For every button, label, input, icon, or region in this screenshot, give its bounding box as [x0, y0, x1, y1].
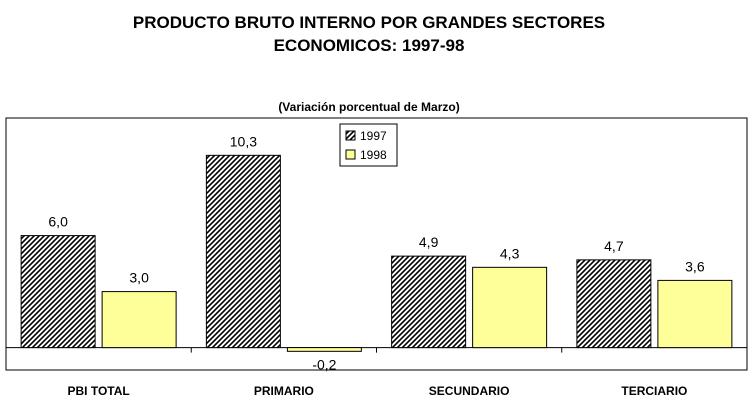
- data-label: 4,3: [500, 245, 520, 261]
- bar-1998-secundario: [472, 266, 548, 349]
- category-label: TERCIARIO: [621, 384, 687, 398]
- chart-title-line-1: PRODUCTO BRUTO INTERNO POR GRANDES SECTO…: [132, 13, 606, 32]
- data-label: 6,0: [48, 214, 68, 230]
- plot-area: [5, 117, 748, 371]
- data-label: 4,7: [604, 238, 624, 254]
- legend-label-1998: 1998: [360, 148, 387, 162]
- category-label: PBI TOTAL: [68, 384, 130, 398]
- bar-1997-secundario: [391, 255, 467, 349]
- legend-swatch-1997: [345, 130, 356, 141]
- category-label: SECUNDARIO: [429, 384, 510, 398]
- legend-swatch-1998: [345, 149, 356, 160]
- bar-1998-terciario: [657, 279, 733, 349]
- chart-subtitle: (Variación porcentual de Marzo): [278, 100, 460, 114]
- data-label: 10,3: [230, 133, 257, 149]
- bar-1997-pbi-total: [20, 235, 96, 349]
- legend: 1997 1998: [339, 123, 398, 167]
- category-label: PRIMARIO: [254, 384, 314, 398]
- data-label: 4,9: [419, 234, 439, 250]
- bar-1997-primario: [205, 154, 281, 349]
- chart-title-line-2: ECONOMICOS: 1997-98: [273, 36, 465, 55]
- bar-1998-pbi-total: [101, 291, 177, 349]
- bar-1997-terciario: [576, 259, 652, 349]
- data-label: 3,0: [129, 270, 149, 286]
- data-label: -0,2: [312, 357, 336, 373]
- data-label: 3,6: [685, 258, 705, 274]
- legend-label-1997: 1997: [360, 129, 387, 143]
- bar-1998-primario: [286, 347, 362, 352]
